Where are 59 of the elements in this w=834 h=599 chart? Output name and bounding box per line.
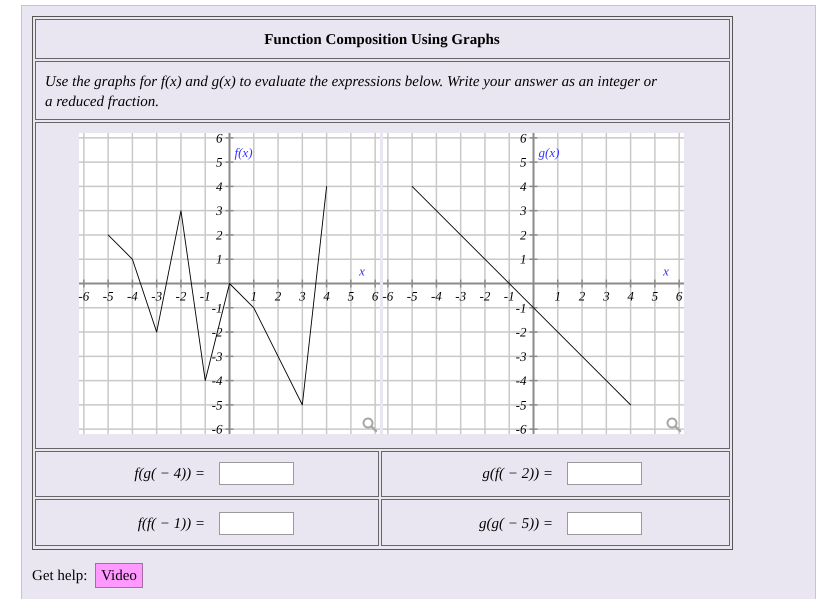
x-tick-label: -1 [200,288,211,304]
y-tick-label: -4 [212,373,223,388]
x-tick-label: -2 [176,288,187,304]
y-tick-label: 1 [520,252,526,267]
text: Get help: [32,568,88,584]
x-tick-label: -3 [455,288,467,304]
y-tick-label: 2 [520,227,527,242]
text: f(f( − 1)) = [138,516,205,532]
x-tick-label: 3 [298,288,306,304]
y-tick-label: -1 [212,300,222,316]
y-tick-label: 4 [216,178,223,194]
y-tick-label: 1 [216,252,222,267]
y-axis-title: g(x) [538,145,560,160]
y-tick-label: -1 [516,300,526,316]
x-tick-label: -1 [504,288,515,304]
text: g(g( − 5)) = [479,516,553,532]
x-tick-label: -2 [480,288,491,304]
x-tick-label: 2 [578,288,586,304]
x-tick-label: 6 [676,288,683,304]
y-tick-label: -6 [516,422,527,437]
y-tick-label: 6 [216,130,223,146]
y-tick-label: -2 [516,324,527,340]
y-tick-label: -3 [516,348,527,364]
x-tick-label: 6 [372,288,379,304]
y-tick-label: 5 [520,154,527,170]
x-tick-label: -5 [406,288,418,304]
text: Video [101,568,137,584]
x-tick-label: -5 [102,288,114,304]
x-tick-label: 5 [652,288,659,304]
text: f(g( − 4)) = [134,466,205,482]
x-tick-label: 4 [323,288,330,304]
x-axis-title: x [358,264,366,278]
y-tick-label: 3 [215,203,223,218]
x-tick-label: -3 [151,288,163,304]
x-tick-label: 1 [554,288,562,304]
y-axis-title: f(x) [234,145,253,160]
y-tick-label: -5 [516,397,527,412]
y-tick-label: -6 [212,422,223,437]
y-tick-label: 3 [519,203,527,218]
text: Use the graphs for f(x) and g(x) to evaluate the expressions below. Write your answer as an integer or a reduced fraction. [45,74,658,110]
x-tick-label: -6 [382,288,394,304]
x-axis-title: x [662,264,670,278]
y-tick-label: 6 [520,130,527,146]
x-tick-label: 5 [348,288,355,304]
y-tick-label: 5 [216,154,223,170]
x-tick-label: 3 [602,288,610,304]
text: Function Composition Using Graphs [264,32,500,48]
y-tick-label: -4 [516,373,527,388]
x-tick-label: -4 [126,288,138,304]
x-tick-label: 1 [250,288,258,304]
text: g(f( − 2)) = [482,466,553,482]
x-tick-label: 4 [627,288,634,304]
x-tick-label: -6 [78,288,90,304]
y-tick-label: 2 [216,227,223,242]
x-tick-label: 2 [274,288,282,304]
y-tick-label: -5 [212,397,223,412]
y-tick-label: 4 [520,178,527,194]
y-tick-label: -3 [212,348,223,364]
x-tick-label: -4 [430,288,442,304]
